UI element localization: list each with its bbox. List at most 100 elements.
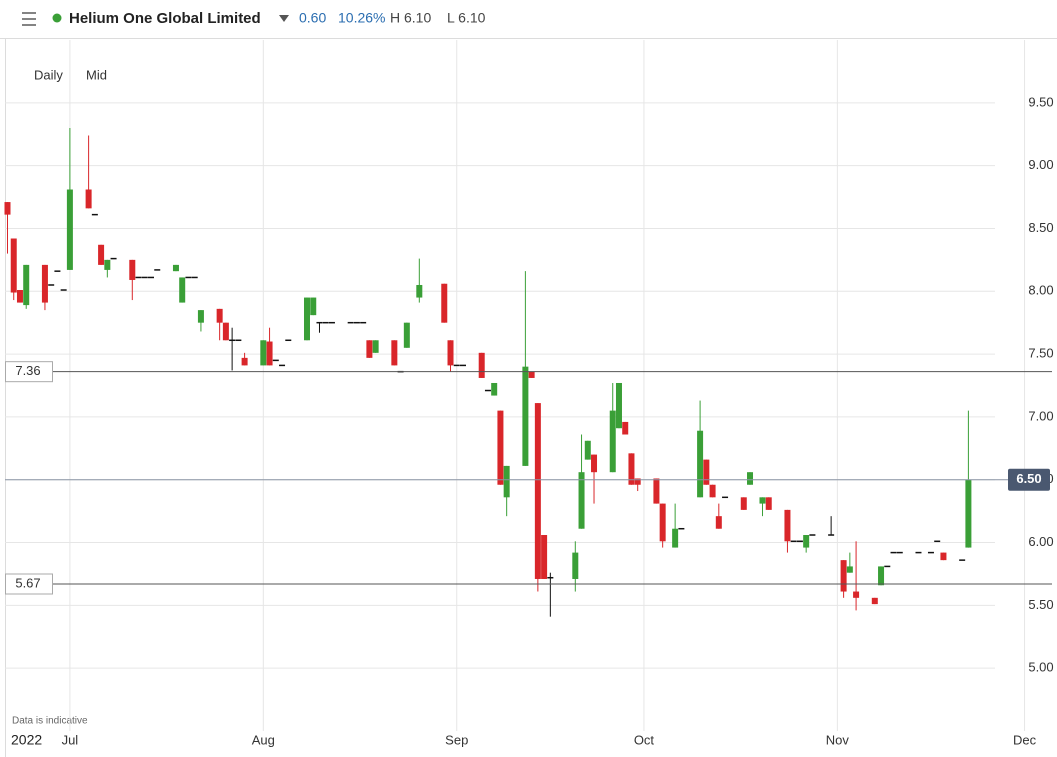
x-tick-label: Jul	[62, 732, 79, 747]
candle-body	[4, 202, 11, 215]
overlays: 7.36 5.67 6.50	[5, 361, 1052, 595]
candle-body	[478, 352, 485, 378]
x-tick-label: Nov	[826, 732, 850, 747]
candle-body	[534, 403, 541, 579]
candle-body	[740, 497, 747, 510]
candle-body	[372, 340, 379, 353]
candle-body	[98, 244, 105, 265]
menu-icon[interactable]	[22, 12, 36, 26]
candle-body	[403, 322, 410, 348]
reference-label: 5.67	[15, 575, 40, 590]
reference-label-box	[5, 573, 53, 595]
candle-body	[765, 497, 772, 510]
candle-body	[441, 283, 448, 323]
candle-body	[497, 410, 504, 485]
candle-body	[572, 552, 579, 579]
candle-body	[846, 566, 853, 573]
price-basis[interactable]: Mid	[86, 67, 107, 82]
y-tick-label: 8.00	[1028, 283, 1053, 298]
candle-body	[709, 484, 716, 498]
candle-body	[528, 371, 535, 378]
candle-body	[628, 453, 635, 485]
candle-body	[222, 322, 229, 341]
change: 0.60	[299, 10, 326, 26]
candle-body	[634, 478, 641, 485]
x-tick-label: Dec	[1013, 732, 1037, 747]
interval[interactable]: Daily	[34, 67, 63, 82]
y-tick-label: 9.00	[1028, 157, 1053, 172]
candle-body	[803, 535, 810, 548]
candle-body	[41, 264, 48, 303]
candle-body	[759, 497, 766, 504]
candle-body	[197, 310, 204, 323]
candle-body	[622, 421, 629, 435]
candle-body	[104, 259, 111, 270]
candle-body	[23, 264, 30, 306]
candle-body	[703, 459, 710, 485]
candle-body	[129, 259, 136, 280]
candle-body	[615, 382, 622, 429]
low-price: L 6.10	[447, 10, 486, 26]
candle-body	[541, 535, 548, 579]
candle-body	[447, 340, 454, 366]
y-tick-label: 8.50	[1028, 220, 1053, 235]
x-tick-label: Sep	[445, 732, 468, 747]
candle-body	[10, 238, 17, 293]
reference-label: 7.36	[15, 363, 40, 378]
last-price-label: 6.50	[1016, 471, 1041, 486]
candle-body	[85, 189, 92, 209]
high-price: H 6.10	[390, 10, 431, 26]
candle-body	[840, 560, 847, 592]
candle-body	[659, 503, 666, 542]
candle-body	[965, 479, 972, 548]
last-price-box	[1008, 468, 1050, 491]
candle-body	[715, 516, 722, 529]
y-tick-label: 5.50	[1028, 597, 1053, 612]
change-percent: 10.26%	[338, 10, 385, 26]
candle-body	[241, 357, 248, 366]
x-tick-label: Aug	[252, 732, 275, 747]
candle-body	[303, 297, 310, 341]
x-tick-label: Oct	[634, 732, 655, 747]
candle-body	[522, 366, 529, 466]
candle-body	[491, 382, 498, 396]
candle-body	[591, 454, 598, 473]
disclaimer: Data is indicative	[12, 716, 88, 727]
dropdown-arrow[interactable]	[279, 15, 289, 22]
y-tick-label: 9.50	[1028, 94, 1053, 109]
candle-body	[878, 566, 885, 586]
candle-body	[310, 297, 317, 316]
reference-label-box	[5, 361, 53, 383]
y-tick-label: 5.00	[1028, 660, 1053, 675]
candle-body	[16, 290, 23, 303]
grid: 5.00 5.50 6.00 6.50 7.00 7.50 8.00 8.50 9.00 9.50…	[5, 40, 1054, 747]
candle-body	[578, 472, 585, 529]
candles	[4, 127, 972, 617]
candle-body	[260, 340, 267, 366]
candle-body	[584, 440, 591, 460]
candle-body	[940, 552, 947, 561]
candle-body	[697, 430, 704, 498]
y-tick-label: 7.00	[1028, 408, 1053, 423]
candle-body	[391, 340, 398, 366]
candle-body	[672, 528, 679, 548]
candle-body	[416, 284, 423, 298]
candle-body	[747, 472, 754, 485]
year-label: 2022	[11, 732, 42, 748]
candle-body	[609, 410, 616, 473]
status-dot	[52, 13, 62, 23]
candle-body	[179, 277, 186, 303]
candle-body	[503, 465, 510, 498]
candle-body	[266, 341, 273, 366]
y-tick-label: 6.00	[1028, 534, 1053, 549]
instrument-name[interactable]: Helium One Global Limited	[69, 10, 261, 27]
candle-body	[784, 509, 791, 542]
candle-body	[172, 264, 179, 272]
candle-body	[853, 591, 860, 598]
y-tick-label: 7.50	[1028, 346, 1053, 361]
candle-body	[366, 340, 373, 358]
candle-body	[216, 308, 223, 323]
